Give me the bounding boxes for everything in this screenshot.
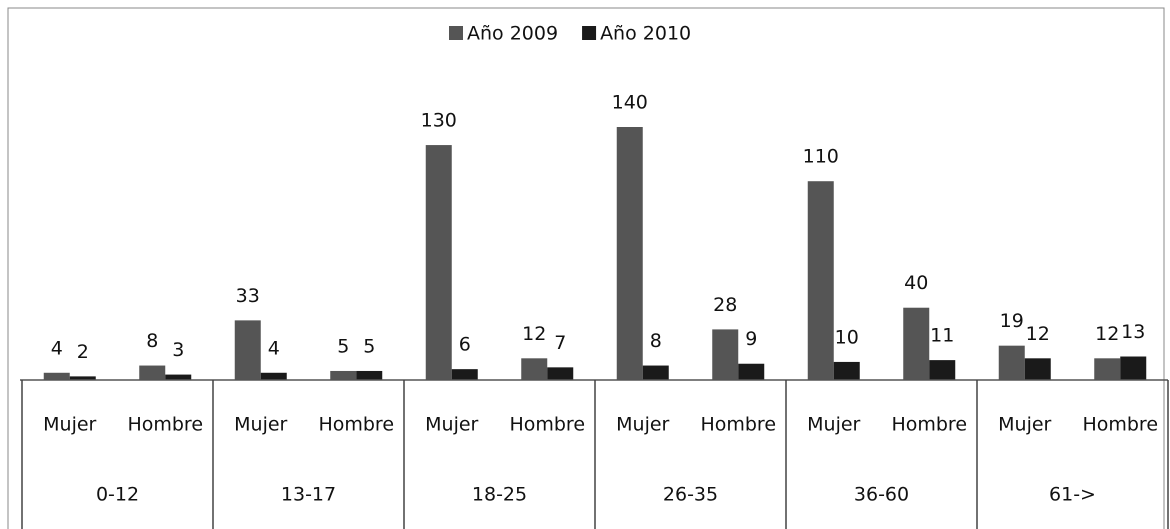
legend-swatch xyxy=(582,26,597,40)
bar xyxy=(712,329,739,380)
bar xyxy=(903,307,930,380)
group-label: 0-12 xyxy=(96,484,139,506)
data-label: 7 xyxy=(554,332,566,354)
x-tick-label: Mujer xyxy=(998,414,1051,436)
data-label: 13 xyxy=(1121,321,1145,343)
bar xyxy=(642,365,669,380)
x-tick-label: Hombre xyxy=(891,414,967,436)
data-label: 4 xyxy=(268,337,280,359)
data-label: 140 xyxy=(612,92,648,114)
x-tick-label: Mujer xyxy=(616,414,669,436)
bar xyxy=(69,376,96,380)
x-tick-label: Hombre xyxy=(127,414,203,436)
bar xyxy=(165,374,192,380)
data-label: 4 xyxy=(51,337,63,359)
group-label: 13-17 xyxy=(281,484,336,506)
data-label: 9 xyxy=(745,328,757,350)
data-label: 40 xyxy=(904,272,928,294)
x-tick-label: Hombre xyxy=(700,414,776,436)
data-label: 5 xyxy=(337,335,349,357)
data-label: 33 xyxy=(236,285,260,307)
bar xyxy=(1024,358,1051,380)
x-tick-label: Hombre xyxy=(318,414,394,436)
x-tick-label: Hombre xyxy=(1082,414,1158,436)
x-tick-label: Mujer xyxy=(807,414,860,436)
group-label: 61-> xyxy=(1049,484,1096,506)
bar xyxy=(738,363,765,380)
group-label: 26-35 xyxy=(663,484,718,506)
bar xyxy=(521,358,548,380)
data-label: 11 xyxy=(930,325,954,347)
data-label: 19 xyxy=(1000,310,1024,332)
x-tick-label: Mujer xyxy=(234,414,287,436)
group-label: 18-25 xyxy=(472,484,527,506)
bar xyxy=(929,360,956,380)
bar xyxy=(547,367,574,380)
bar xyxy=(234,320,261,380)
bar xyxy=(998,345,1025,380)
bar xyxy=(43,372,70,380)
data-label: 6 xyxy=(459,334,471,356)
data-label: 130 xyxy=(421,110,457,132)
data-label: 8 xyxy=(146,330,158,352)
bar xyxy=(1094,358,1121,380)
data-label: 12 xyxy=(522,323,546,345)
data-label: 8 xyxy=(650,330,662,352)
bar xyxy=(451,369,478,380)
bar xyxy=(260,372,287,380)
data-label: 5 xyxy=(363,335,375,357)
x-tick-label: Mujer xyxy=(425,414,478,436)
x-tick-label: Hombre xyxy=(509,414,585,436)
legend-label: Año 2009 xyxy=(467,23,558,45)
legend-swatch xyxy=(449,26,463,40)
bar xyxy=(139,365,166,380)
data-label: 10 xyxy=(835,326,859,348)
data-label: 110 xyxy=(803,146,839,168)
x-tick-label: Mujer xyxy=(43,414,96,436)
data-label: 3 xyxy=(172,339,184,361)
data-label: 2 xyxy=(77,341,89,363)
bar xyxy=(616,127,643,380)
bar xyxy=(807,181,834,380)
group-label: 36-60 xyxy=(854,484,909,506)
bar xyxy=(330,370,357,380)
legend-label: Año 2010 xyxy=(600,23,691,45)
bar xyxy=(833,361,860,380)
bar xyxy=(425,145,452,380)
chart-border xyxy=(7,7,1165,529)
data-label: 12 xyxy=(1026,323,1050,345)
data-label: 28 xyxy=(713,294,737,316)
data-label: 12 xyxy=(1095,323,1119,345)
bar xyxy=(356,370,383,380)
bar xyxy=(1120,356,1147,380)
